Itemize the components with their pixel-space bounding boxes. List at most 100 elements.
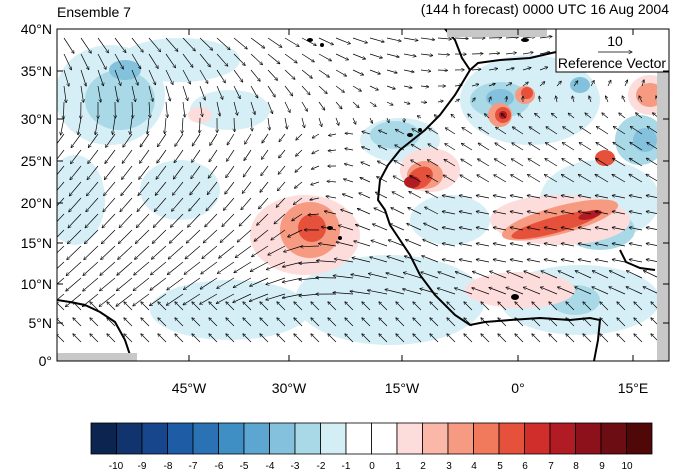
lat-label-0: 0° — [39, 353, 52, 369]
wind-vector — [243, 165, 252, 177]
wind-vector — [260, 318, 269, 327]
wind-vector — [86, 197, 99, 212]
wind-vector — [613, 126, 626, 135]
wind-vector — [362, 334, 371, 343]
wind-vector — [73, 334, 82, 343]
wind-vector — [233, 277, 252, 288]
wind-vector — [114, 53, 123, 69]
wind-vector — [216, 85, 223, 99]
wind-vector — [437, 70, 448, 71]
wind-vector — [549, 334, 558, 343]
wind-vector — [333, 293, 354, 295]
wind-vector — [216, 37, 230, 50]
wind-vector — [114, 69, 121, 86]
wind-vector — [267, 85, 275, 97]
wind-vector — [352, 258, 371, 263]
wind-vector — [63, 85, 66, 103]
wind-vector — [511, 175, 524, 183]
wind-vector — [57, 293, 65, 301]
wind-vector — [447, 302, 456, 311]
wind-vector — [646, 259, 660, 263]
wind-vector — [612, 227, 626, 231]
wind-vector — [335, 37, 350, 44]
wind-vector — [150, 277, 167, 290]
wind-vector — [379, 130, 388, 135]
wind-vector — [182, 53, 193, 67]
colorbar-label: 10 — [621, 461, 633, 471]
wind-vector — [262, 133, 269, 143]
wind-vector — [527, 243, 541, 247]
lat-label-35n: 35°N — [21, 63, 52, 79]
wind-vector — [459, 227, 473, 231]
wind-vector — [222, 213, 235, 227]
wind-vector — [233, 37, 247, 49]
wind-vector — [284, 69, 295, 79]
wind-vector — [360, 178, 371, 183]
wind-vector — [122, 165, 133, 180]
wind-vector — [57, 149, 65, 160]
wind-vector — [510, 259, 524, 263]
wind-vector — [592, 271, 609, 279]
wind-vector — [95, 117, 99, 135]
wind-vector — [445, 144, 456, 151]
wind-vector — [70, 165, 82, 180]
wind-vector — [589, 96, 591, 103]
wind-vector — [344, 179, 354, 183]
wind-vector — [266, 277, 286, 285]
wind-vector — [149, 101, 150, 118]
wind-vector — [403, 69, 414, 72]
wind-vector — [318, 53, 332, 61]
wind-vector — [250, 53, 263, 65]
wind-vector — [636, 113, 643, 119]
wind-vector — [527, 211, 541, 215]
wind-vector — [422, 256, 439, 263]
wind-vector — [203, 229, 218, 243]
wind-vector — [629, 174, 643, 183]
wind-vector — [182, 117, 183, 133]
wind-vector — [629, 195, 643, 199]
wind-vector — [250, 277, 269, 286]
wind-vector — [148, 37, 161, 52]
wind-vector — [578, 259, 592, 263]
wind-vector — [403, 86, 412, 88]
wind-vector — [505, 83, 512, 87]
wind-vector — [342, 194, 354, 199]
wind-vector — [57, 165, 65, 176]
wind-vector — [175, 318, 184, 327]
forecast-time-title: (144 h forecast) 0000 UTC 16 Aug 2004 — [421, 1, 669, 17]
wind-vector — [209, 318, 218, 327]
wind-vector — [250, 37, 265, 48]
wind-vector — [351, 274, 371, 279]
wind-vector — [83, 277, 99, 291]
wind-vector — [116, 293, 133, 306]
wind-vector — [429, 128, 439, 135]
wind-vector — [268, 117, 270, 130]
wind-vector — [512, 127, 524, 135]
wind-vector — [311, 334, 320, 343]
wind-vector — [545, 159, 558, 167]
wind-vector — [345, 149, 354, 151]
wind-vector — [385, 289, 405, 295]
wind-vector — [454, 38, 468, 39]
wind-vector — [235, 245, 252, 258]
wind-vector — [459, 195, 473, 199]
wind-vector — [63, 37, 74, 53]
wind-vector — [437, 38, 452, 39]
colorbar-label: 2 — [420, 461, 426, 471]
wind-vector — [87, 181, 99, 196]
wind-vector — [209, 334, 218, 343]
wind-vector — [387, 117, 389, 123]
wind-vector — [183, 293, 201, 305]
wind-vector — [410, 176, 422, 183]
wind-vector — [471, 98, 475, 103]
wind-vector — [166, 101, 168, 118]
wind-vector — [544, 211, 558, 215]
wind-vector — [600, 318, 609, 327]
wind-vector — [575, 271, 592, 279]
wind-vector — [311, 318, 320, 327]
wind-vector — [61, 117, 65, 135]
wind-vector — [561, 259, 575, 263]
wind-vector — [643, 271, 660, 279]
wind-vector — [442, 195, 456, 199]
wind-vector — [515, 302, 524, 311]
